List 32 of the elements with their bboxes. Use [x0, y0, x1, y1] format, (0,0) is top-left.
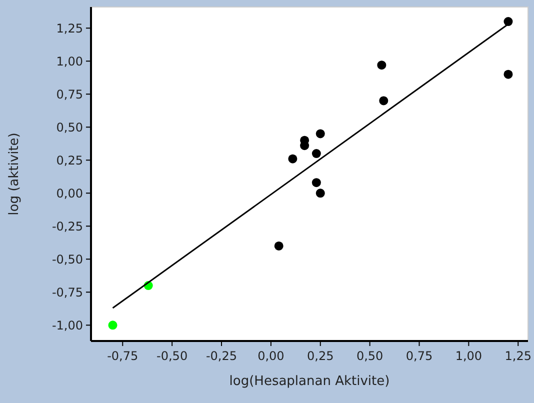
y-tick-label: -0,50 [52, 252, 83, 266]
x-tick-label: 0,50 [356, 349, 384, 363]
point [288, 154, 298, 164]
x-tick-label: 0,25 [307, 349, 334, 363]
y-tick-label: 0,00 [56, 186, 83, 200]
y-tick-label: 0,75 [56, 87, 83, 102]
y-tick-label: -0,25 [52, 219, 83, 234]
y-tick-label: 1,25 [56, 21, 83, 36]
x-tick-label: 1,25 [504, 349, 532, 363]
x-tick-label: 0,75 [406, 349, 433, 363]
x-tick-label: -0,75 [107, 349, 138, 363]
y-axis-title: log (aktivite) [7, 132, 22, 216]
x-tick-label: -0,25 [206, 349, 238, 363]
point [312, 149, 321, 158]
point [108, 320, 118, 330]
point [316, 129, 325, 138]
x-tick-label: -0,50 [156, 349, 188, 363]
point [312, 178, 321, 188]
point [504, 17, 513, 26]
y-tick-label: 0,50 [56, 120, 83, 134]
point [504, 70, 513, 79]
y-tick-label: 1,00 [56, 54, 83, 68]
x-tick-label: 0,00 [258, 349, 284, 363]
y-tick-label: -1,00 [52, 318, 83, 332]
x-axis-title: log(Hesaplanan Aktivite) [229, 374, 390, 389]
point [316, 188, 325, 198]
x-tick-label: 1,00 [455, 349, 482, 363]
y-tick-label: -0,75 [52, 285, 83, 300]
point [379, 96, 388, 106]
point [274, 241, 284, 250]
point [377, 60, 386, 70]
y-tick-label: 0,25 [56, 153, 83, 168]
